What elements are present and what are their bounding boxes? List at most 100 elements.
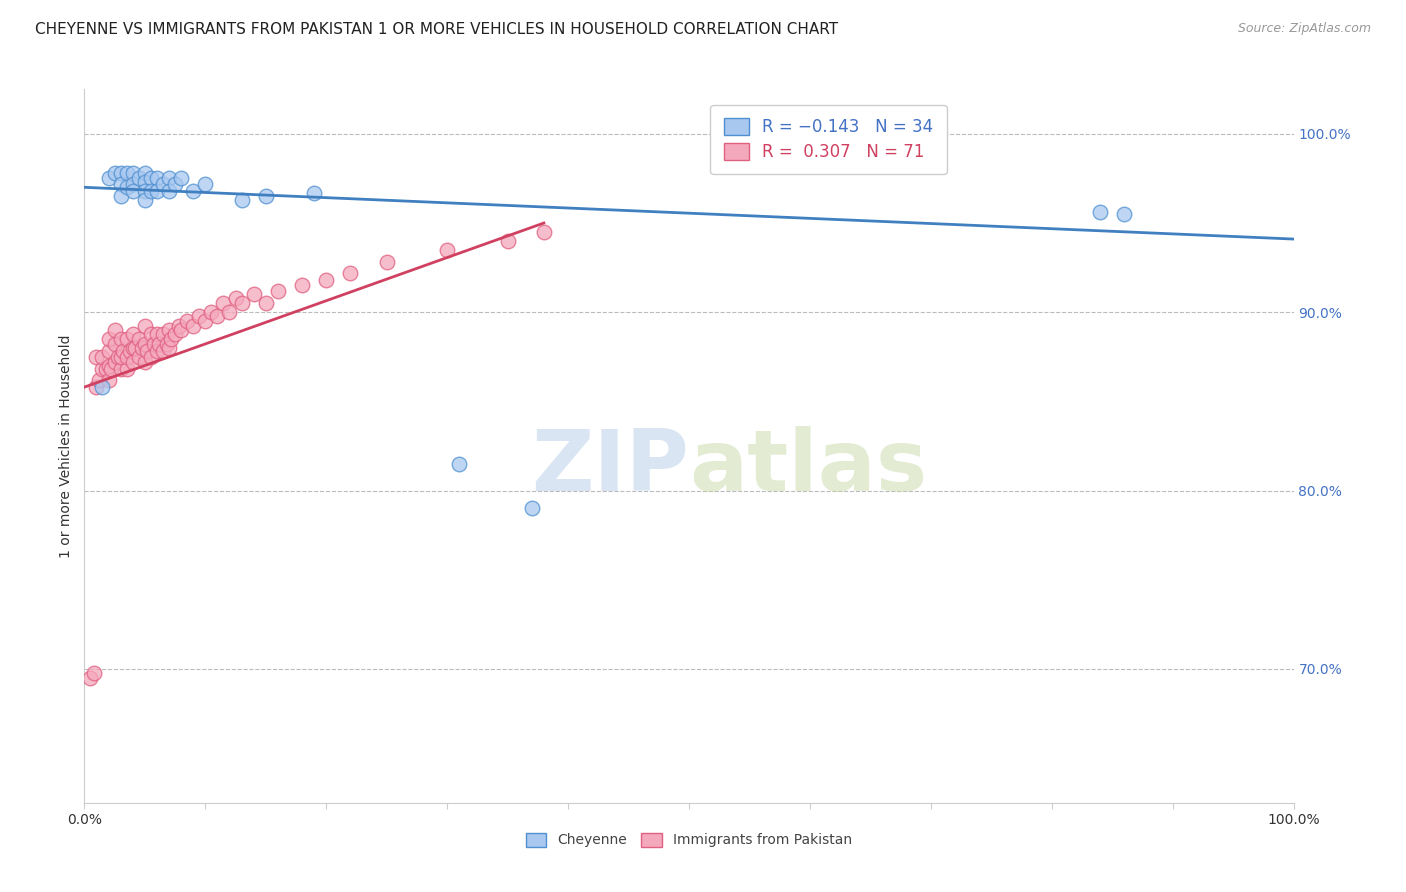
Point xyxy=(225,291,247,305)
Point xyxy=(146,171,169,186)
Y-axis label: 1 or more Vehicles in Household: 1 or more Vehicles in Household xyxy=(59,334,73,558)
Point xyxy=(110,177,132,191)
Point xyxy=(97,359,120,373)
Text: atlas: atlas xyxy=(689,425,927,509)
Point xyxy=(107,350,129,364)
Point xyxy=(100,362,122,376)
Point xyxy=(134,166,156,180)
Point xyxy=(91,362,114,376)
Point xyxy=(267,284,290,298)
Point xyxy=(115,332,138,346)
Point xyxy=(87,373,110,387)
Point xyxy=(115,180,138,194)
Point xyxy=(242,287,264,301)
Point xyxy=(181,184,204,198)
Point xyxy=(302,186,325,200)
Point xyxy=(181,319,204,334)
Point xyxy=(120,344,142,359)
Point xyxy=(176,314,198,328)
Point xyxy=(157,184,180,198)
Point xyxy=(91,380,114,394)
Point xyxy=(128,171,150,186)
Point xyxy=(121,326,143,341)
Point xyxy=(94,362,117,376)
Point xyxy=(112,344,135,359)
Point xyxy=(139,326,162,341)
Point xyxy=(110,332,132,346)
Point xyxy=(97,171,120,186)
Point xyxy=(212,296,235,310)
Point xyxy=(170,171,193,186)
Point xyxy=(1114,207,1136,221)
Point xyxy=(134,355,156,369)
Point xyxy=(115,166,138,180)
Point xyxy=(315,273,337,287)
Point xyxy=(86,380,108,394)
Point xyxy=(134,337,156,351)
Point xyxy=(194,314,217,328)
Point xyxy=(170,323,193,337)
Point xyxy=(254,189,277,203)
Point xyxy=(194,177,217,191)
Point xyxy=(110,362,132,376)
Point xyxy=(152,177,174,191)
Point xyxy=(83,665,105,680)
Point xyxy=(155,337,177,351)
Point xyxy=(520,501,543,516)
Point xyxy=(167,319,190,334)
Point xyxy=(79,671,101,685)
Text: CHEYENNE VS IMMIGRANTS FROM PAKISTAN 1 OR MORE VEHICLES IN HOUSEHOLD CORRELATION: CHEYENNE VS IMMIGRANTS FROM PAKISTAN 1 O… xyxy=(35,22,838,37)
Point xyxy=(165,326,187,341)
Point xyxy=(121,166,143,180)
Point xyxy=(449,457,471,471)
Point xyxy=(165,177,187,191)
Point xyxy=(121,184,143,198)
Point xyxy=(152,344,174,359)
Point xyxy=(97,344,120,359)
Point xyxy=(1088,205,1111,219)
Point xyxy=(143,337,166,351)
Point xyxy=(97,373,120,387)
Point xyxy=(104,166,127,180)
Point xyxy=(231,296,253,310)
Point xyxy=(139,350,162,364)
Point xyxy=(128,332,150,346)
Point xyxy=(104,323,127,337)
Point xyxy=(157,171,180,186)
Text: ZIP: ZIP xyxy=(531,425,689,509)
Point xyxy=(124,341,146,355)
Point xyxy=(375,255,398,269)
Point xyxy=(207,309,229,323)
Point xyxy=(157,323,180,337)
Point xyxy=(121,341,143,355)
Point xyxy=(139,171,162,186)
Point xyxy=(104,355,127,369)
Text: Source: ZipAtlas.com: Source: ZipAtlas.com xyxy=(1237,22,1371,36)
Point xyxy=(136,344,159,359)
Point xyxy=(188,309,211,323)
Point xyxy=(110,189,132,203)
Point xyxy=(160,332,183,346)
Point xyxy=(200,305,222,319)
Point xyxy=(254,296,277,310)
Point xyxy=(218,305,240,319)
Point xyxy=(496,234,519,248)
Point xyxy=(110,166,132,180)
Point xyxy=(128,350,150,364)
Point xyxy=(134,319,156,334)
Point xyxy=(436,243,458,257)
Point xyxy=(110,350,132,364)
Point xyxy=(152,326,174,341)
Point xyxy=(121,355,143,369)
Point xyxy=(146,344,169,359)
Point xyxy=(97,332,120,346)
Point xyxy=(134,184,156,198)
Point xyxy=(231,193,253,207)
Point xyxy=(146,184,169,198)
Point xyxy=(91,350,114,364)
Point xyxy=(134,175,156,189)
Point xyxy=(339,266,361,280)
Point xyxy=(115,350,138,364)
Point xyxy=(134,193,156,207)
Point xyxy=(121,177,143,191)
